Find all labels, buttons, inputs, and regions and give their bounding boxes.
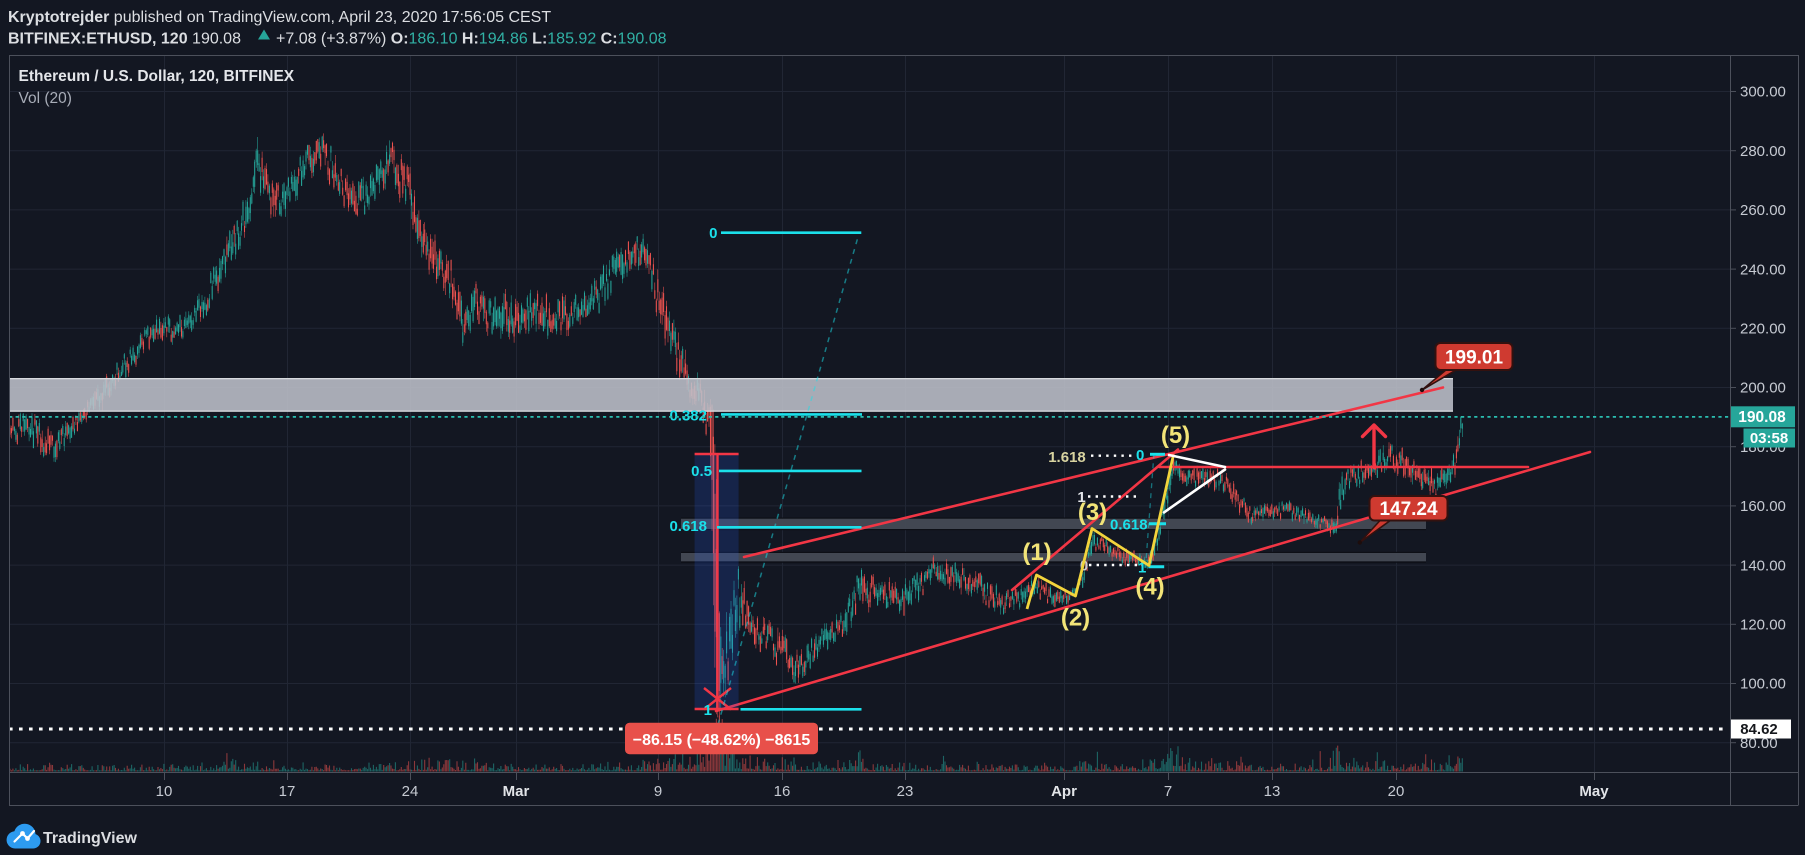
svg-text:240.00: 240.00 bbox=[1740, 261, 1786, 278]
svg-text:(4): (4) bbox=[1135, 574, 1164, 601]
svg-text:80.00: 80.00 bbox=[1740, 735, 1778, 752]
svg-text:BITFINEX:ETHUSD, 120 190.08: BITFINEX:ETHUSD, 120 190.08 bbox=[8, 31, 241, 48]
svg-text:280.00: 280.00 bbox=[1740, 143, 1786, 160]
svg-text:190.08: 190.08 bbox=[1738, 409, 1786, 426]
svg-text:(3): (3) bbox=[1078, 499, 1107, 526]
svg-text:120.00: 120.00 bbox=[1740, 617, 1786, 634]
svg-text:0.382: 0.382 bbox=[669, 408, 707, 425]
svg-text:0.5: 0.5 bbox=[691, 463, 712, 480]
svg-text:Vol (20): Vol (20) bbox=[19, 90, 72, 107]
svg-text:160.00: 160.00 bbox=[1740, 498, 1786, 515]
svg-text:13: 13 bbox=[1264, 783, 1281, 800]
svg-text:0: 0 bbox=[709, 225, 717, 242]
svg-text:84.62: 84.62 bbox=[1740, 721, 1778, 738]
svg-text:147.24: 147.24 bbox=[1379, 499, 1438, 520]
svg-text:260.00: 260.00 bbox=[1740, 202, 1786, 219]
svg-text:Apr: Apr bbox=[1051, 783, 1077, 800]
svg-text:Kryptotrejder published on Tra: Kryptotrejder published on TradingView.c… bbox=[8, 9, 551, 26]
svg-text:1: 1 bbox=[1077, 489, 1085, 506]
svg-text:199.01: 199.01 bbox=[1445, 348, 1504, 369]
svg-text:220.00: 220.00 bbox=[1740, 321, 1786, 338]
svg-text:TradingView: TradingView bbox=[43, 830, 138, 847]
svg-text:140.00: 140.00 bbox=[1740, 557, 1786, 574]
svg-text:20: 20 bbox=[1388, 783, 1405, 800]
svg-text:+7.08 (+3.87%) O:186.10 H:194.: +7.08 (+3.87%) O:186.10 H:194.86 L:185.9… bbox=[276, 31, 667, 48]
svg-text:200.00: 200.00 bbox=[1740, 380, 1786, 397]
svg-text:03:58: 03:58 bbox=[1750, 430, 1788, 447]
svg-text:(2): (2) bbox=[1061, 605, 1090, 632]
svg-text:(1): (1) bbox=[1022, 539, 1051, 566]
svg-text:1.618: 1.618 bbox=[1048, 449, 1086, 466]
svg-text:0.618: 0.618 bbox=[669, 518, 707, 535]
svg-text:300.00: 300.00 bbox=[1740, 84, 1786, 101]
svg-text:(5): (5) bbox=[1161, 422, 1190, 449]
svg-text:23: 23 bbox=[897, 783, 914, 800]
svg-text:100.00: 100.00 bbox=[1740, 676, 1786, 693]
svg-text:1: 1 bbox=[704, 702, 712, 719]
svg-text:−86.15 (−48.62%) −8615: −86.15 (−48.62%) −8615 bbox=[633, 732, 811, 749]
svg-text:7: 7 bbox=[1164, 783, 1172, 800]
svg-text:10: 10 bbox=[156, 783, 173, 800]
svg-text:24: 24 bbox=[402, 783, 419, 800]
svg-text:Mar: Mar bbox=[503, 783, 530, 800]
svg-text:May: May bbox=[1579, 783, 1609, 800]
svg-text:0.618: 0.618 bbox=[1110, 517, 1148, 534]
svg-text:0: 0 bbox=[1136, 447, 1144, 464]
svg-text:16: 16 bbox=[774, 783, 791, 800]
svg-text:Ethereum / U.S. Dollar, 120, B: Ethereum / U.S. Dollar, 120, BITFINEX bbox=[19, 68, 295, 85]
svg-text:1: 1 bbox=[1138, 560, 1146, 577]
svg-text:17: 17 bbox=[279, 783, 296, 800]
svg-text:9: 9 bbox=[654, 783, 662, 800]
